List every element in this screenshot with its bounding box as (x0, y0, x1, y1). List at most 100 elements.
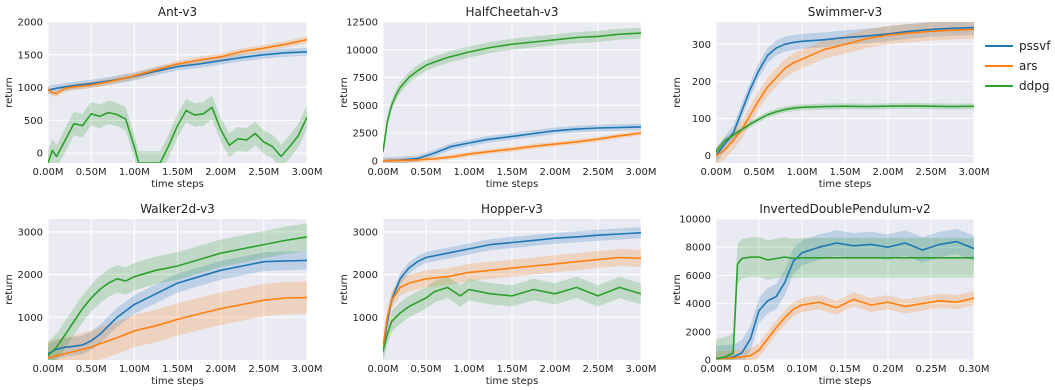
chart-title: Swimmer-v3 (808, 5, 882, 19)
y-tick-label: 2500 (353, 129, 378, 140)
y-tick-label: 6000 (686, 271, 711, 282)
y-tick-label: 3000 (353, 227, 378, 238)
chart-walker2d-v3: 0.00M 0.50M 1.00M 1.50M 2.00M 2.50M 3.00M 1000 2… (4, 202, 322, 387)
series-line-ddpg (48, 106, 307, 163)
x-axis-label: time steps (486, 179, 539, 190)
band-ars (716, 290, 974, 360)
series-line-ddpg (716, 256, 974, 360)
x-tick-label: 2.50M (248, 167, 279, 178)
band-ddpg (48, 95, 307, 163)
y-tick-label: 10000 (346, 45, 378, 56)
y-tick-label: 300 (692, 40, 711, 51)
y-tick-label: 2000 (18, 18, 43, 29)
y-tick-label: 100 (692, 114, 711, 125)
y-tick-label: 4000 (686, 299, 711, 310)
chart-inverteddoublependulum-v2: 0.00M 0.05M 0.10M 0.15M 0.20M 0.25M 0.30M 0 2000… (672, 202, 989, 387)
series-line-ddpg (716, 105, 974, 153)
x-tick-label: 3.00M (292, 364, 323, 375)
series-line-pssvf (716, 26, 974, 157)
band-ddpg (48, 223, 307, 360)
y-tick-label: 0 (372, 156, 378, 167)
series-line-pssvf (48, 259, 307, 355)
x-tick-label: 3.00M (959, 167, 990, 178)
x-tick-label: 1.00M (454, 364, 485, 375)
x-tick-label: 2.00M (540, 167, 571, 178)
x-tick-label: 1.00M (119, 167, 150, 178)
y-axis-label: return (672, 274, 683, 305)
y-tick-label: 1000 (18, 83, 43, 94)
y-tick-label: 2000 (686, 327, 711, 338)
series-line-pssvf (383, 231, 641, 352)
x-tick-label: 1.50M (162, 364, 193, 375)
series-line-ddpg (383, 32, 641, 153)
band-pssvf (716, 228, 974, 360)
y-tick-label: 12500 (346, 18, 378, 29)
x-tick-label: 0.50M (76, 364, 107, 375)
band-pssvf (48, 251, 307, 360)
y-axis-label: return (339, 274, 350, 305)
x-tick-label: 0.30M (959, 364, 990, 375)
y-tick-label: 1500 (18, 50, 43, 61)
x-tick-label: 1.50M (497, 364, 528, 375)
series-line-ars (48, 38, 307, 95)
x-tick-label: 0.50M (411, 167, 442, 178)
y-tick-label: 5000 (353, 101, 378, 112)
x-tick-label: 1.00M (119, 364, 150, 375)
y-tick-label: 1000 (353, 313, 378, 324)
x-tick-label: 1.50M (497, 167, 528, 178)
series-line-ddpg (383, 286, 641, 352)
band-pssvf (48, 47, 307, 95)
x-tick-label: 0.50M (744, 167, 775, 178)
chart-title: Walker2d-v3 (140, 202, 215, 216)
x-tick-label: 2.50M (583, 167, 614, 178)
x-axis-label: time steps (819, 376, 872, 387)
band-ars (383, 130, 641, 163)
band-ddpg (383, 27, 641, 158)
chart-title: InvertedDoublePendulum-v2 (759, 202, 930, 216)
y-tick-label: 10000 (679, 215, 711, 226)
x-tick-label: 1.50M (162, 167, 193, 178)
y-tick-label: 0 (705, 151, 711, 162)
x-tick-label: 0.00M (701, 364, 732, 375)
chart-title: HalfCheetah-v3 (465, 5, 558, 19)
legend-text-pssvf: pssvf (1019, 39, 1051, 53)
legend-text-ddpg: ddpg (1019, 79, 1049, 93)
x-tick-label: 3.00M (626, 167, 657, 178)
band-ddpg (383, 276, 641, 360)
series-line-ars (383, 132, 641, 162)
y-tick-label: 0 (705, 356, 711, 367)
x-tick-label: 0.10M (787, 364, 818, 375)
chart-hopper-v3: 0.00M 0.50M 1.00M 1.50M 2.00M 2.50M 3.00M 1000 2… (339, 202, 656, 387)
legend-text-ars: ars (1019, 59, 1038, 73)
y-tick-label: 2000 (353, 270, 378, 281)
y-axis-label: return (4, 77, 15, 108)
x-tick-label: 3.00M (626, 364, 657, 375)
y-axis-label: return (4, 274, 15, 305)
x-tick-label: 2.00M (540, 364, 571, 375)
chart-title: Ant-v3 (158, 5, 197, 19)
x-tick-label: 1.00M (787, 167, 818, 178)
y-axis-label: return (672, 77, 683, 108)
x-tick-label: 0.00M (33, 167, 64, 178)
chart-ant-v3: 0.00M 0.50M 1.00M 1.50M 2.00M 2.50M 3.00M 0 500 1… (4, 5, 322, 190)
y-axis-label: return (339, 77, 350, 108)
series-line-ars (716, 297, 974, 360)
series-line-ars (383, 256, 641, 348)
series-line-pssvf (383, 126, 641, 162)
x-tick-label: 1.00M (454, 167, 485, 178)
y-tick-label: 3000 (18, 227, 43, 238)
x-tick-label: 0.00M (33, 364, 64, 375)
x-tick-label: 0.50M (76, 167, 107, 178)
band-ddpg (716, 237, 974, 360)
chart-swimmer-v3: 0.00M 0.50M 1.00M 1.50M 2.00M 2.50M 3.00M 0 100 2… (672, 5, 989, 190)
y-tick-label: 1000 (18, 313, 43, 324)
x-axis-label: time steps (486, 376, 539, 387)
x-tick-label: 0.00M (368, 167, 399, 178)
y-tick-label: 200 (692, 77, 711, 88)
series-line-ddpg (48, 236, 307, 357)
y-tick-label: 500 (24, 116, 43, 127)
x-axis-label: time steps (151, 179, 204, 190)
band-ddpg (716, 102, 974, 155)
x-tick-label: 2.00M (873, 167, 904, 178)
